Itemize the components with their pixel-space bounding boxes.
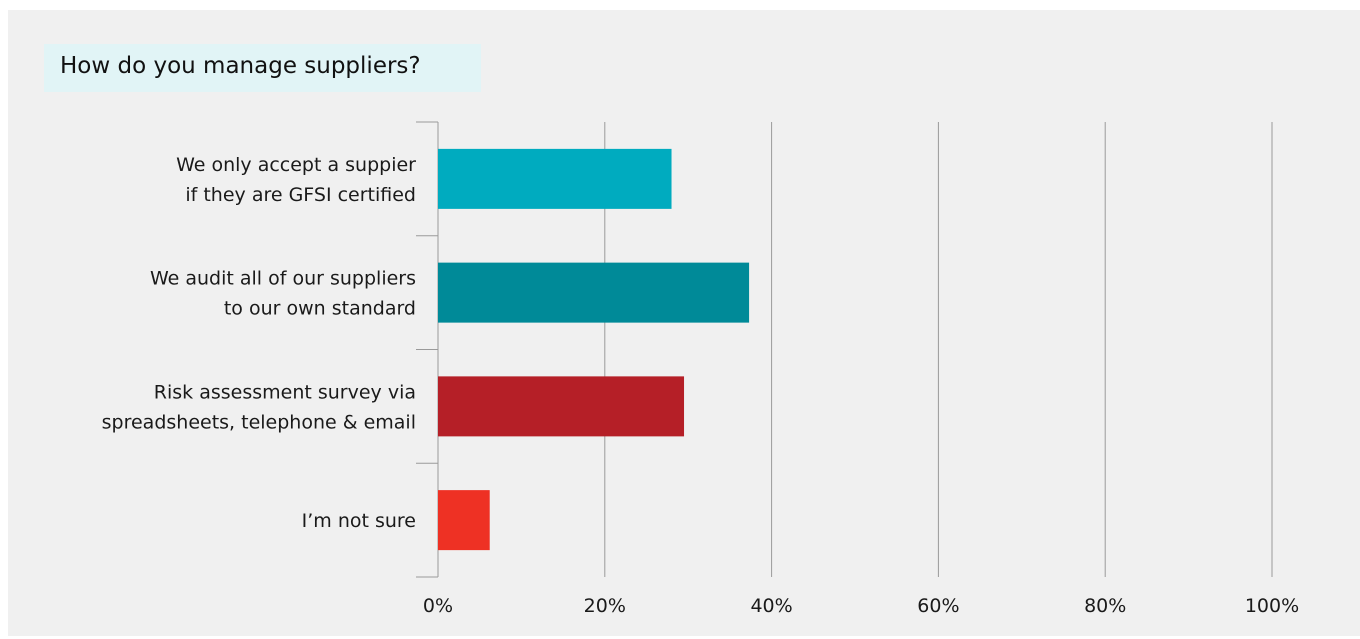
bar-1 (438, 262, 750, 323)
bar-3 (438, 490, 490, 551)
category-label: to our own standard (224, 298, 416, 320)
bars (438, 148, 750, 551)
bar-0 (438, 148, 672, 209)
category-axis (416, 121, 439, 578)
category-label: Risk assessment survey via (154, 381, 416, 403)
x-tick-labels: 0% 20% 40% 60% 80% 100% (423, 595, 1299, 617)
x-tick-label: 40% (750, 595, 792, 617)
category-label: We audit all of our suppliers (150, 268, 416, 290)
chart-title-box (44, 44, 481, 92)
x-tick-label: 100% (1245, 595, 1299, 617)
x-tick-label: 20% (584, 595, 626, 617)
chart-panel (8, 10, 1360, 636)
category-label: We only accept a suppier (176, 154, 416, 176)
category-label: if they are GFSI certified (185, 184, 416, 206)
category-labels: We only accept a suppier if they are GFSI… (102, 154, 417, 532)
category-label: I’m not sure (302, 510, 416, 532)
x-tick-label: 0% (423, 595, 453, 617)
bar-2 (438, 376, 685, 437)
category-label: spreadsheets, telephone & email (102, 411, 416, 433)
gridlines (604, 122, 1273, 577)
x-tick-label: 80% (1084, 595, 1126, 617)
x-tick-label: 60% (917, 595, 959, 617)
chart-title: How do you manage suppliers? (60, 53, 421, 79)
